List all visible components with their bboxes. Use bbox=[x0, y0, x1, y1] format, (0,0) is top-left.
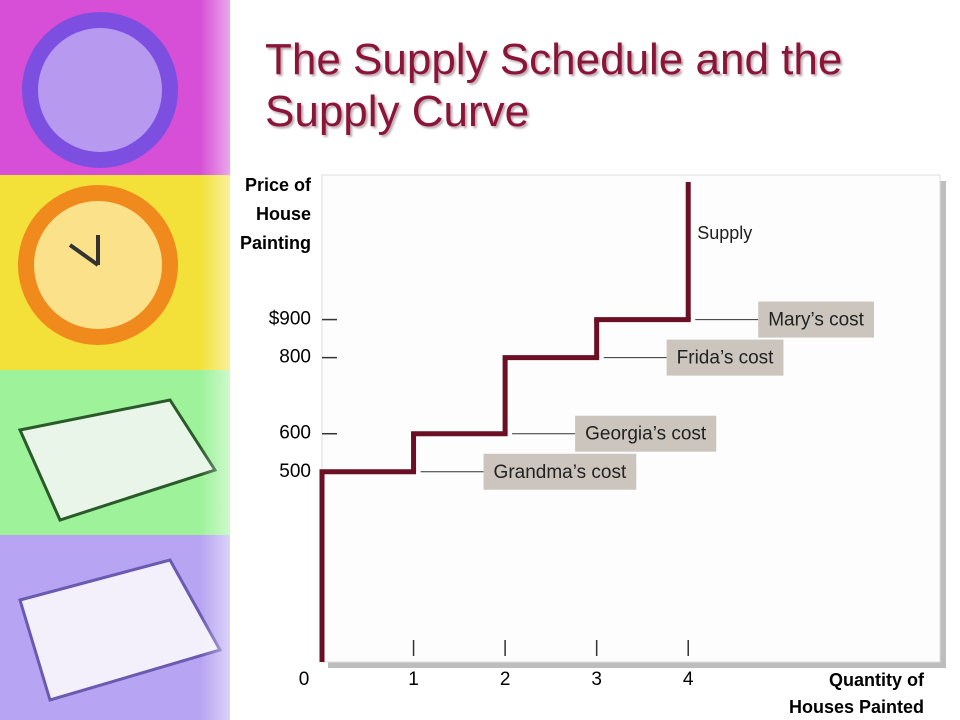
cost-label-box bbox=[666, 339, 784, 376]
x-tick-label: 4 bbox=[683, 669, 694, 690]
series-label: Supply bbox=[697, 223, 752, 243]
x-axis-label: Houses Painted bbox=[789, 697, 924, 717]
cost-label: Mary’s cost bbox=[768, 310, 864, 331]
slide-title: The Supply Schedule and the Supply Curve bbox=[265, 35, 843, 136]
cost-label-box bbox=[483, 453, 637, 490]
y-axis-label: Painting bbox=[240, 233, 311, 253]
cost-label-box bbox=[575, 415, 717, 452]
x-tick-label: 2 bbox=[500, 669, 511, 690]
x-axis-label: Quantity of bbox=[829, 670, 925, 690]
y-tick-label: 600 bbox=[279, 423, 311, 444]
y-tick-label: $900 bbox=[269, 309, 311, 330]
x-tick-label: 0 bbox=[299, 669, 310, 690]
cost-label-box bbox=[758, 301, 874, 338]
y-axis-label: Price of bbox=[245, 175, 312, 195]
cost-label: Georgia’s cost bbox=[585, 424, 707, 445]
y-axis-label: House bbox=[256, 204, 311, 224]
cost-label: Frida’s cost bbox=[677, 348, 775, 369]
decor-strip bbox=[0, 0, 260, 720]
y-tick-label: 800 bbox=[279, 347, 311, 368]
x-tick-label: 1 bbox=[408, 669, 419, 690]
x-tick-label: 3 bbox=[591, 669, 602, 690]
cost-label: Grandma’s cost bbox=[494, 462, 627, 483]
y-tick-label: 500 bbox=[279, 461, 311, 482]
